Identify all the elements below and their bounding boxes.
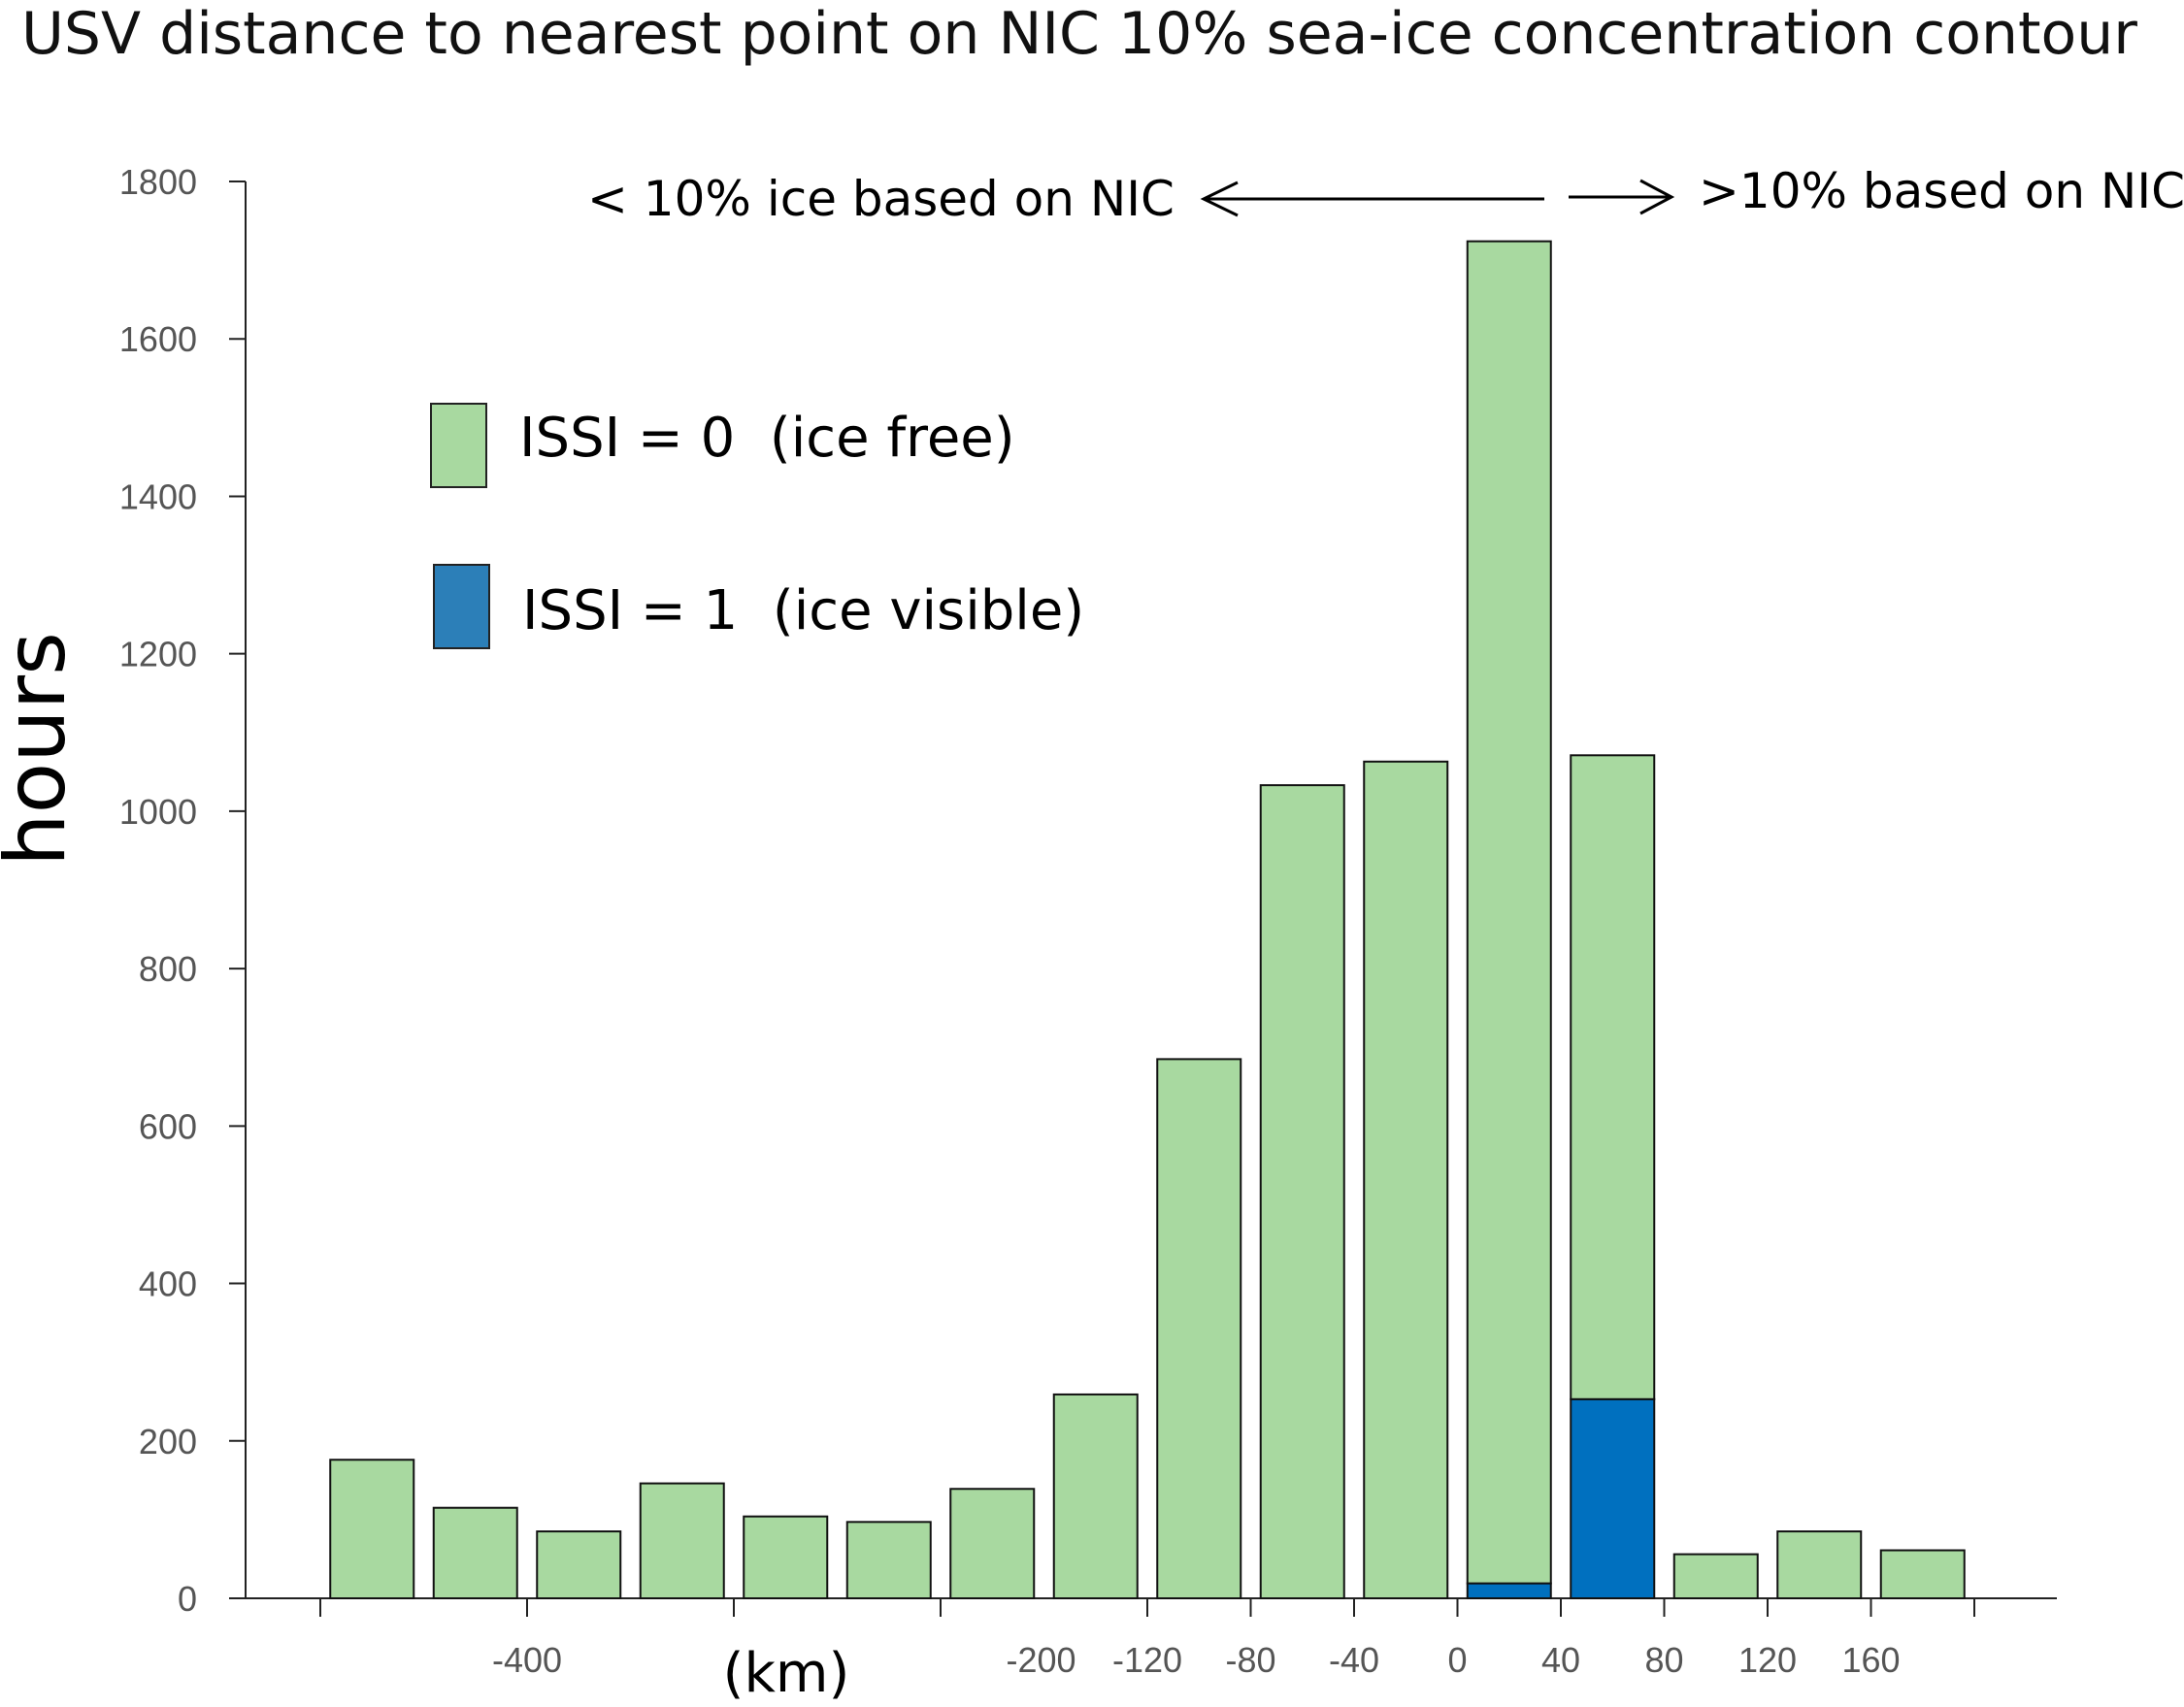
legend-label-ice-free: ISSI = 0 (ice free) [519, 407, 1015, 470]
y-tick-label: 400 [139, 1264, 197, 1304]
bar-ice-free [1156, 1058, 1242, 1599]
annotation-left: < 10% ice based on NIC [587, 171, 1175, 227]
y-tick-label: 1200 [119, 635, 197, 674]
bar-ice-free [1466, 240, 1552, 1585]
chart-title: USV distance to nearest point on NIC 10%… [21, 0, 2137, 68]
bar-ice-free [1052, 1393, 1139, 1600]
annotation-right: >10% based on NIC [1699, 163, 2184, 219]
bar-ice-free [329, 1459, 415, 1599]
bar-ice-free [1363, 760, 1449, 1599]
x-axis: -400 -200 -120 -80 -40 0 40 80 120 160 [229, 1597, 2057, 1680]
bar-ice-visible [1466, 1582, 1552, 1599]
y-axis: 0 200 400 600 800 1000 1200 1400 1600 1800 [119, 162, 247, 1619]
bar-ice-free [1672, 1553, 1759, 1599]
y-tick-label: 600 [139, 1106, 197, 1146]
arrow-right-head [1639, 179, 1675, 215]
legend: ISSI = 0 (ice free) ISSI = 1 (ice visibl… [430, 403, 1084, 649]
y-tick-label: 1600 [119, 319, 197, 359]
bar-ice-free [1259, 784, 1345, 1599]
x-tick-label: -200 [1006, 1640, 1075, 1680]
bars [329, 240, 1966, 1600]
annotations: < 10% ice based on NIC >10% based on NIC [587, 163, 2184, 227]
legend-label-ice-visible: ISSI = 1 (ice visible) [522, 579, 1084, 642]
x-tick-label: -40 [1329, 1640, 1379, 1680]
x-tick-label: 80 [1644, 1640, 1683, 1680]
y-tick-label: 1000 [119, 792, 197, 832]
y-tick-label: 1800 [119, 162, 197, 202]
x-ticks: -400 -200 -120 -80 -40 0 40 80 120 160 [319, 1598, 1975, 1680]
x-tick-label: -400 [492, 1640, 562, 1680]
bar-ice-free [1570, 754, 1656, 1400]
bar-ice-free [949, 1488, 1036, 1600]
y-tick-label: 800 [139, 949, 197, 989]
bar-ice-visible [1570, 1397, 1656, 1600]
x-axis-label: (km) [723, 1642, 850, 1705]
x-tick-label: 120 [1738, 1640, 1797, 1680]
y-tick-label: 200 [139, 1422, 197, 1461]
legend-swatch-ice-free [430, 403, 487, 488]
bar-ice-free [639, 1482, 725, 1599]
y-axis-label: hours [0, 632, 84, 867]
x-tick-label: -80 [1225, 1640, 1275, 1680]
arrow-left-head [1200, 181, 1239, 217]
legend-swatch-ice-visible [433, 564, 490, 649]
bar-ice-free [536, 1530, 622, 1599]
bar-ice-free [1776, 1530, 1863, 1599]
bar-ice-free [845, 1521, 932, 1600]
y-tick-label: 0 [178, 1579, 197, 1619]
bar-ice-free [432, 1506, 518, 1599]
x-tick-label: 160 [1841, 1640, 1900, 1680]
x-tick-label: 40 [1541, 1640, 1580, 1680]
x-tick-label: -120 [1112, 1640, 1182, 1680]
y-tick-label: 1400 [119, 476, 197, 516]
bar-ice-free [1879, 1549, 1966, 1599]
y-ticks: 0 200 400 600 800 1000 1200 1400 1600 1800 [119, 162, 246, 1619]
x-tick-label: 0 [1447, 1640, 1467, 1680]
bar-ice-free [743, 1515, 829, 1599]
